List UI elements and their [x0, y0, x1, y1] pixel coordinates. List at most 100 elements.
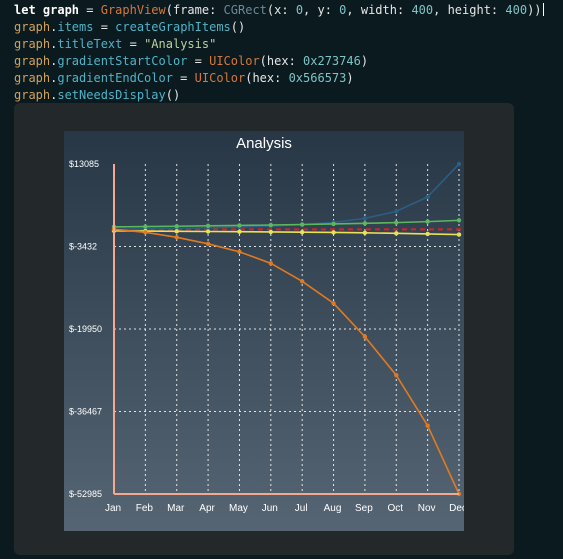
code-token: graph [14, 71, 51, 85]
code-token: )) [527, 3, 542, 17]
y-tick-label: $-3432 [69, 242, 97, 252]
data-point [237, 223, 242, 228]
data-point [237, 229, 242, 234]
series-line [113, 163, 460, 231]
y-tick-label: $-19950 [69, 324, 102, 334]
data-point [299, 279, 305, 284]
data-point [331, 230, 336, 235]
code-token: = [93, 20, 116, 34]
x-tick-label: Apr [199, 503, 215, 514]
data-point [362, 230, 368, 236]
y-tick-label: $-52985 [69, 489, 102, 499]
code-token: setNeedsDisplay [57, 88, 166, 102]
code-token: items [57, 20, 94, 34]
code-line[interactable]: graph.gradientStartColor = UIColor(hex: … [14, 53, 559, 70]
code-token: = [79, 3, 101, 17]
series-line [113, 230, 460, 236]
code-token: . [50, 20, 58, 34]
data-point [425, 423, 430, 428]
data-point [394, 373, 399, 378]
code-token: 0 [295, 3, 304, 17]
code-token: () [165, 88, 181, 102]
code-token: graph [14, 20, 51, 34]
data-point [425, 231, 430, 237]
code-line[interactable]: graph.gradientEndColor = UIColor(hex: 0x… [14, 70, 559, 87]
data-point [299, 222, 305, 227]
data-point [268, 261, 274, 266]
code-token: "Analysis" [144, 37, 217, 51]
code-token: createGraphItems [115, 20, 231, 34]
code-token: , width: [346, 3, 412, 17]
code-token: graph [14, 88, 51, 102]
x-tick-label: Oct [387, 503, 403, 514]
data-point [205, 229, 211, 234]
code-token: (hex: [259, 54, 304, 68]
data-point [456, 161, 462, 167]
code-token: let [14, 3, 43, 17]
code-token: . [50, 88, 58, 102]
series-line [113, 228, 460, 495]
data-point [174, 229, 179, 234]
data-point [362, 334, 368, 339]
data-point [456, 218, 462, 223]
text-cursor [542, 3, 544, 16]
code-token: = [187, 54, 210, 68]
code-line[interactable]: graph.setNeedsDisplay() [14, 87, 559, 104]
code-token: = [122, 37, 145, 51]
code-token: 0x273746 [303, 54, 361, 68]
code-line[interactable]: graph.items = createGraphItems() [14, 19, 559, 36]
data-point [143, 230, 148, 235]
data-point [331, 221, 336, 227]
data-point [425, 219, 430, 224]
graph-background [64, 131, 464, 531]
x-tick-label: Dec [449, 503, 464, 514]
data-point [394, 220, 399, 225]
x-tick-label: Mar [167, 503, 185, 514]
y-tick-label: $13085 [69, 159, 99, 169]
code-line[interactable]: graph.titleText = "Analysis" [14, 36, 559, 53]
code-token: 0x566573 [288, 71, 347, 85]
code-token: titleText [57, 37, 123, 51]
series-line [113, 219, 460, 228]
code-token: (x: [266, 3, 296, 17]
code-token: ) [346, 71, 354, 85]
code-token: graph [42, 3, 80, 17]
code-token: 0 [339, 3, 347, 17]
code-token: = [172, 71, 195, 85]
code-line[interactable]: let graph = GraphView(frame: CGRect(x: 0… [14, 2, 559, 19]
code-token: () [230, 20, 246, 34]
data-point [205, 223, 211, 229]
code-token: GraphView [100, 3, 166, 17]
code-token: 400 [411, 3, 434, 17]
graph-view: Analysis $13085 $-3432 $-19950 $-36467 $-529… [64, 131, 464, 531]
code-token: . [50, 37, 58, 51]
code-token: graph [14, 37, 51, 51]
data-point [394, 231, 399, 236]
data-point [362, 216, 368, 221]
code-token: . [50, 54, 58, 68]
data-point [456, 232, 462, 237]
code-editor[interactable]: let graph = GraphView(frame: CGRect(x: 0… [14, 2, 559, 104]
data-point [268, 222, 274, 228]
x-tick-label: Nov [418, 503, 436, 514]
data-point [394, 209, 399, 214]
graph-title: Analysis [236, 135, 292, 152]
code-token: CGRect [223, 3, 267, 17]
code-token: , y: [303, 3, 340, 17]
code-token: (hex: [245, 71, 289, 85]
data-point [299, 229, 305, 235]
code-token: , height: [433, 3, 506, 17]
x-tick-label: Sep [355, 503, 373, 514]
data-point [174, 235, 179, 240]
x-tick-label: Jan [105, 503, 121, 514]
code-token: (frame: [165, 3, 224, 17]
code-token: graph [14, 54, 51, 68]
x-tick-label: Jun [262, 503, 278, 514]
data-point [174, 224, 179, 229]
x-tick-label: Feb [136, 503, 154, 514]
x-tick-label: Jul [295, 503, 308, 514]
x-tick-label: Aug [324, 503, 342, 514]
y-tick-label: $-36467 [69, 407, 102, 417]
x-tick-label: May [229, 503, 248, 514]
